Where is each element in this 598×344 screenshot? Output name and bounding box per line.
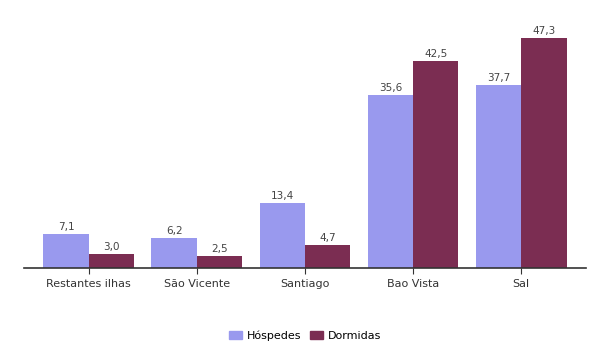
Bar xyxy=(197,256,242,268)
Bar xyxy=(151,238,197,268)
Text: 3,0: 3,0 xyxy=(103,242,120,252)
Text: 7,1: 7,1 xyxy=(58,222,74,232)
Bar xyxy=(89,254,134,268)
Text: 4,7: 4,7 xyxy=(319,234,336,244)
Bar xyxy=(305,245,350,268)
Text: 2,5: 2,5 xyxy=(211,244,228,254)
Text: 37,7: 37,7 xyxy=(487,73,510,83)
Bar xyxy=(260,203,305,268)
Text: 35,6: 35,6 xyxy=(379,83,402,93)
Text: 13,4: 13,4 xyxy=(271,191,294,201)
Legend: Hóspedes, Dormidas: Hóspedes, Dormidas xyxy=(224,326,386,344)
Bar xyxy=(413,62,459,268)
Bar xyxy=(44,234,89,268)
Text: 47,3: 47,3 xyxy=(532,26,556,36)
Text: 6,2: 6,2 xyxy=(166,226,182,236)
Text: 42,5: 42,5 xyxy=(424,50,447,60)
Bar xyxy=(368,95,413,268)
Bar xyxy=(476,85,521,268)
Bar xyxy=(521,38,566,268)
